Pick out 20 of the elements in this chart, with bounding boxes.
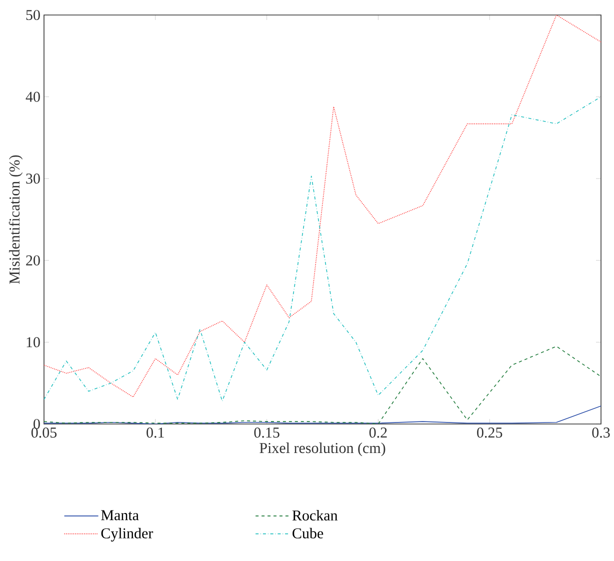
y-tick-label: 30: [26, 174, 40, 184]
y-tick-label: 0: [34, 418, 40, 430]
line-series: [44, 96, 602, 402]
legend-label: Rockan: [292, 510, 338, 521]
x-tick-label: 0.2: [369, 428, 387, 438]
y-tick-label: 50: [26, 10, 40, 20]
y-tick-label: 20: [26, 255, 40, 266]
line-series: [44, 14, 602, 398]
x-axis-title: Pixel resolution (cm): [260, 442, 386, 456]
x-tick-label: 0.3: [592, 428, 610, 438]
x-tick-label: 0.05: [31, 428, 57, 438]
x-tick-label: 0.15: [254, 428, 280, 438]
x-tick-label: 0.25: [477, 428, 502, 438]
legend-label: Cube: [292, 528, 324, 538]
legend-label: Manta: [101, 510, 139, 520]
y-axis-title: Misidentification (%): [8, 155, 23, 284]
x-tick-label: 0.1: [146, 428, 164, 438]
y-tick-label: 10: [26, 337, 40, 348]
y-tick-label: 40: [26, 92, 40, 102]
legend-label: Cylinder: [101, 528, 154, 542]
